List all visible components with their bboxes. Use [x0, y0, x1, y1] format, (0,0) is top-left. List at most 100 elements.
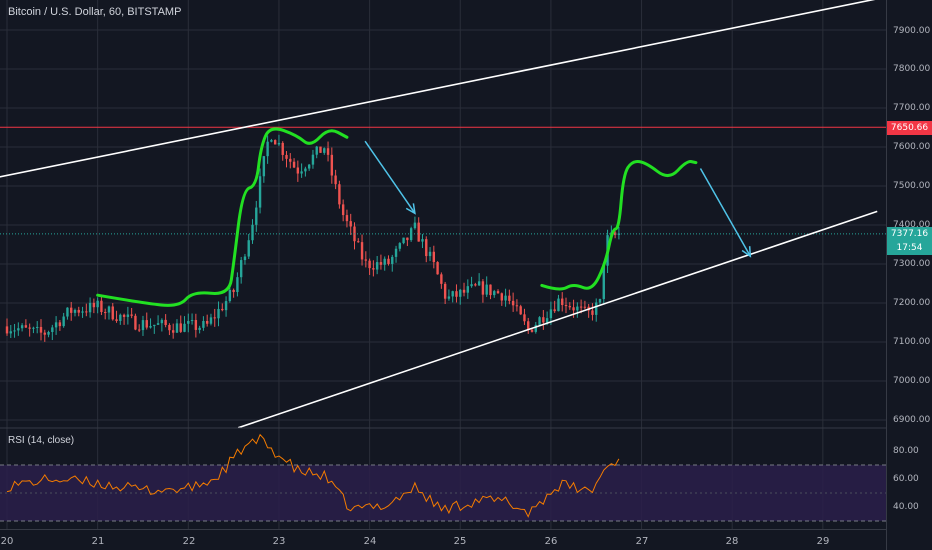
candle-down — [542, 317, 545, 323]
price-tick: 6900.00 — [893, 415, 931, 425]
candle-up — [421, 239, 424, 242]
candle-down — [281, 142, 284, 155]
candle-up — [258, 176, 262, 208]
candle-down — [561, 298, 564, 305]
candle-up — [217, 308, 220, 319]
candle-down — [500, 293, 503, 301]
candle-down — [285, 154, 288, 159]
price-tick: 7900.00 — [893, 26, 931, 36]
candle-up — [477, 281, 481, 286]
candle-down — [568, 306, 571, 308]
candle-down — [326, 148, 330, 155]
candle-up — [398, 243, 402, 249]
candle-down — [334, 175, 337, 185]
candle-up — [107, 306, 111, 313]
candle-up — [119, 314, 122, 321]
candle-down — [130, 314, 133, 316]
date-tick: 20 — [0, 536, 14, 547]
price-tick: 7400.00 — [893, 220, 931, 230]
drawings-layer[interactable] — [0, 0, 886, 429]
candle-down — [104, 312, 107, 314]
candle-down — [24, 325, 28, 328]
candle-up — [595, 302, 598, 315]
channel-lower-trendline[interactable] — [237, 210, 878, 429]
candle-down — [115, 319, 118, 321]
candle-up — [96, 300, 99, 308]
candle-down — [111, 306, 114, 320]
bar-countdown-badge: 17:54 — [887, 241, 932, 255]
symbol-title[interactable]: Bitcoin / U.S. Dollar, 60, BITSTAMP — [8, 6, 182, 18]
candle-up — [394, 248, 398, 257]
candle-up — [383, 258, 386, 265]
candle-down — [515, 305, 519, 307]
candle-up — [266, 141, 269, 157]
candle-down — [357, 241, 360, 243]
candle-down — [164, 319, 167, 325]
rsi-panel — [0, 433, 886, 522]
rsi-title[interactable]: RSI (14, close) — [8, 435, 75, 446]
candle-up — [54, 322, 58, 328]
date-tick: 22 — [182, 536, 196, 547]
candle-down — [100, 300, 103, 313]
green-pattern-drawing[interactable] — [96, 127, 349, 307]
candle-up — [183, 323, 186, 332]
candle-down — [194, 320, 198, 330]
candle-down — [406, 237, 409, 241]
channel-upper-trendline[interactable] — [0, 0, 877, 178]
candle-down — [330, 154, 334, 176]
price-tick: 7200.00 — [893, 298, 931, 308]
candle-up — [149, 326, 152, 328]
candle-up — [413, 222, 417, 229]
candle-down — [368, 260, 371, 269]
candle-down — [70, 307, 73, 313]
candle-up — [277, 142, 281, 145]
date-tick: 28 — [725, 536, 739, 547]
candle-down — [481, 281, 485, 295]
price-tick: 7300.00 — [893, 259, 931, 269]
candle-down — [28, 327, 31, 329]
candle-down — [289, 158, 292, 162]
candle-down — [511, 300, 515, 306]
candle-up — [62, 316, 65, 327]
candle-down — [530, 329, 534, 332]
candle-down — [564, 304, 568, 307]
price-tick: 7600.00 — [893, 142, 931, 152]
candle-down — [474, 284, 477, 286]
candle-down — [364, 259, 368, 261]
rsi-tick: 80.00 — [893, 446, 919, 456]
down-arrow-1[interactable] — [364, 140, 416, 214]
green-projection-drawing[interactable] — [540, 160, 698, 291]
candle-up — [451, 291, 454, 297]
candle-up — [493, 291, 496, 296]
candle-up — [602, 265, 605, 300]
candle-up — [538, 317, 541, 325]
candle-up — [315, 146, 318, 155]
candle-up — [153, 324, 156, 327]
candle-up — [209, 317, 213, 324]
candle-up — [32, 327, 35, 329]
candle-down — [39, 326, 43, 333]
candle-up — [243, 256, 247, 261]
candle-up — [20, 325, 24, 329]
candle-up — [66, 307, 69, 317]
candle-up — [156, 323, 160, 325]
candle-down — [296, 167, 300, 174]
candle-down — [360, 242, 364, 260]
candle-up — [402, 237, 405, 244]
date-tick: 29 — [816, 536, 830, 547]
candle-up — [236, 277, 239, 293]
candle-down — [122, 314, 126, 317]
candle-up — [304, 168, 307, 172]
candle-down — [232, 289, 235, 293]
date-tick: 23 — [272, 536, 286, 547]
candle-down — [221, 308, 224, 311]
candle-up — [247, 240, 250, 257]
candle-up — [534, 324, 537, 332]
down-arrow-2[interactable] — [699, 168, 751, 257]
date-tick: 26 — [544, 536, 558, 547]
candle-up — [504, 295, 507, 301]
candle-down — [273, 140, 277, 145]
candle-up — [300, 171, 303, 174]
